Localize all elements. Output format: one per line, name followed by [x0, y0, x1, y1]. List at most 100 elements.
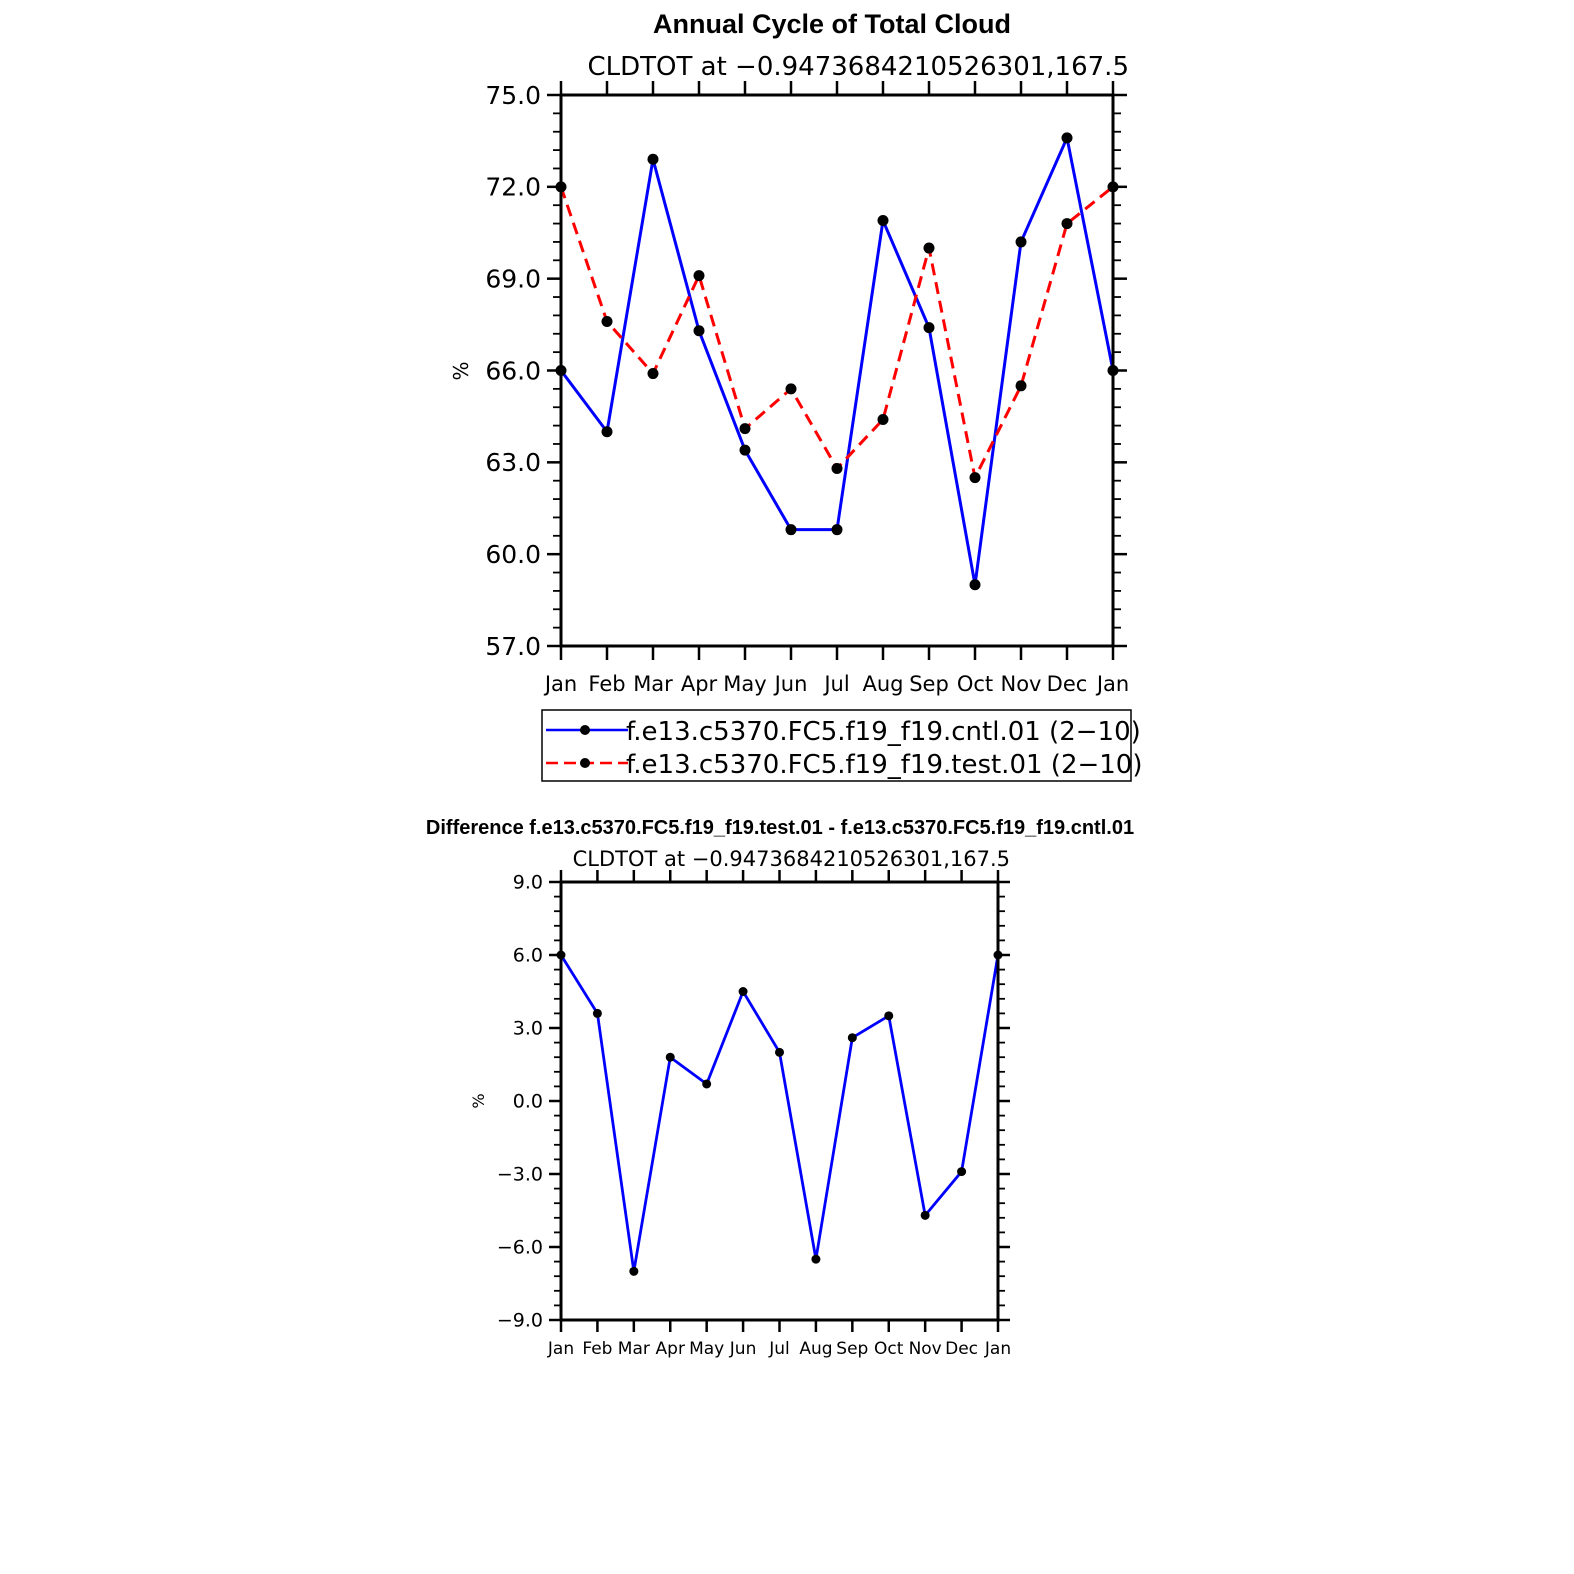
panel1-series-0-point — [969, 579, 981, 591]
panel1-series-0-point — [923, 322, 935, 334]
panel2-plot-frame — [559, 880, 1000, 1322]
panel2-xtick-label: Feb — [582, 1339, 612, 1359]
panel1-ytick-label: 66.0 — [485, 356, 541, 385]
panel2-ticks — [549, 870, 1010, 1332]
panel2-xtick-label: Jan — [984, 1339, 1011, 1359]
legend-box — [541, 709, 1132, 782]
panel1-xtick-label: Sep — [909, 672, 949, 696]
panel1-series-1-point — [1061, 218, 1073, 230]
panel2-series-0-line — [559, 954, 1000, 1273]
panel2-ytick-label: 0.0 — [513, 1091, 543, 1113]
panel1-series-0-point — [785, 524, 797, 536]
panel1-x-tick-labels: Jan Feb Mar Apr May Jun Jul Aug Sep Oct Nov Dec Jan — [543, 672, 1129, 696]
panel1-xtick-label: Nov — [1001, 672, 1042, 696]
panel1-series-1-line — [559, 185, 1114, 480]
panel1-y-tick-labels: 57.0 60.0 63.0 66.0 69.0 72.0 75.0 — [485, 81, 541, 661]
panel2-ytick-label: −9.0 — [497, 1310, 543, 1332]
panel1-series-1-point — [831, 462, 843, 474]
panel1-ytick-label: 69.0 — [485, 264, 541, 293]
panel2-series-0-point — [592, 1008, 602, 1018]
panel2-title: Difference f.e13.c5370.FC5.f19_f19.test.… — [426, 817, 1134, 839]
legend-label-cntl: f.e13.c5370.FC5.f19_f19.cntl.01 (2−10) — [626, 717, 1141, 747]
panel2-series-0-point — [738, 987, 748, 996]
panel1-series-0-point — [647, 153, 659, 165]
panel1-xtick-label: Mar — [633, 672, 673, 696]
panel2-ytick-label: 3.0 — [513, 1018, 543, 1040]
panel1-ticks — [547, 81, 1127, 660]
legend: f.e13.c5370.FC5.f19_f19.cntl.01 (2−10) f… — [541, 709, 1143, 782]
annual-cycle-panel: Annual Cycle of Total Cloud CLDTOT at −0… — [449, 9, 1143, 782]
panel1-series-1-point — [785, 383, 797, 395]
panel2-series-0-point — [884, 1011, 894, 1021]
panel2-series-0-point — [957, 1167, 967, 1177]
panel1-series-1-point — [969, 472, 981, 484]
panel2-ytick-label: −6.0 — [497, 1237, 543, 1259]
panel1-series-0-point — [693, 325, 705, 337]
panel1-series-0-point — [601, 426, 613, 438]
panel2-series-0-point — [629, 1266, 639, 1276]
panel1-series — [555, 132, 1119, 591]
panel1-subtitle: CLDTOT at −0.9473684210526301,167.5 — [587, 52, 1129, 82]
panel2-xtick-label: Oct — [874, 1339, 904, 1359]
panel2-xtick-label: Jan — [547, 1339, 574, 1359]
panel2-series-0-point — [847, 1033, 857, 1043]
panel1-xtick-label: Jan — [543, 672, 577, 696]
panel2-ylabel: % — [469, 1093, 488, 1108]
panel2-xtick-label: May — [689, 1339, 724, 1359]
panel1-xtick-label: Jun — [773, 672, 808, 696]
panel2-xtick-label: Dec — [945, 1339, 978, 1359]
panel2-xtick-label: Jul — [768, 1339, 790, 1359]
panel2-xtick-label: Jun — [729, 1339, 757, 1359]
panel2-x-tick-labels: Jan Feb Mar Apr May Jun Jul Aug Sep Oct Nov Dec Jan — [547, 1339, 1011, 1359]
legend-label-test: f.e13.c5370.FC5.f19_f19.test.01 (2−10) — [626, 750, 1143, 780]
panel2-xtick-label: Aug — [799, 1339, 832, 1359]
panel1-series-1-point — [739, 423, 751, 435]
panel2-series-0-point — [920, 1210, 930, 1220]
panel1-xtick-label: Oct — [957, 672, 993, 696]
panel2-y-tick-labels: −9.0 −6.0 −3.0 0.0 3.0 6.0 9.0 — [497, 872, 543, 1332]
panel2-subtitle: CLDTOT at −0.9473684210526301,167.5 — [573, 847, 1010, 871]
panel1-series-0-point — [1015, 236, 1027, 248]
panel1-xtick-label: Apr — [681, 672, 718, 696]
panel2-xtick-label: Mar — [618, 1339, 650, 1359]
panel1-ytick-label: 57.0 — [485, 632, 541, 661]
panel1-xtick-label: May — [723, 672, 766, 696]
panel1-series-0-point — [1061, 132, 1073, 144]
panel1-xtick-label: Jul — [822, 672, 849, 696]
panel1-ytick-label: 72.0 — [485, 173, 541, 202]
panel1-series-0-point — [739, 444, 751, 456]
panel1-ytick-label: 60.0 — [485, 540, 541, 569]
panel2-xtick-label: Nov — [909, 1339, 942, 1359]
panel2-ytick-label: 9.0 — [513, 872, 543, 894]
panel2-ytick-label: 6.0 — [513, 945, 543, 967]
panel1-title: Annual Cycle of Total Cloud — [653, 9, 1011, 39]
panel1-xtick-label: Jan — [1095, 672, 1129, 696]
panel2-series-0-point — [775, 1047, 784, 1057]
panel2-series-0-point — [665, 1052, 675, 1062]
legend-marker-test — [580, 758, 590, 768]
panel1-plot-frame — [559, 93, 1115, 648]
difference-panel: Difference f.e13.c5370.FC5.f19_f19.test.… — [426, 817, 1134, 1359]
panel1-series-1-point — [647, 368, 659, 380]
panel1-series-0-point — [877, 215, 889, 227]
panel1-series-0-point — [831, 524, 843, 536]
panel1-series-1-point — [923, 242, 935, 254]
panel1-series-1-point — [877, 413, 889, 425]
panel1-xtick-label: Feb — [588, 672, 625, 696]
panel2-series-0-point — [811, 1254, 821, 1264]
panel2-ytick-label: −3.0 — [497, 1164, 543, 1186]
panel1-series-1-point — [1015, 380, 1027, 392]
panel1-ylabel: % — [449, 361, 473, 380]
panel1-series-1-point — [693, 270, 705, 282]
legend-marker-cntl — [580, 725, 590, 735]
panel1-ytick-label: 75.0 — [485, 81, 541, 110]
panel2-series — [556, 950, 1003, 1276]
panel2-xtick-label: Apr — [656, 1339, 685, 1359]
panel2-xtick-label: Sep — [836, 1339, 868, 1359]
panel2-series-0-point — [702, 1079, 712, 1089]
panel1-ytick-label: 63.0 — [485, 448, 541, 477]
panel1-xtick-label: Dec — [1047, 672, 1088, 696]
panel1-series-1-point — [601, 316, 613, 328]
panel1-xtick-label: Aug — [862, 672, 903, 696]
